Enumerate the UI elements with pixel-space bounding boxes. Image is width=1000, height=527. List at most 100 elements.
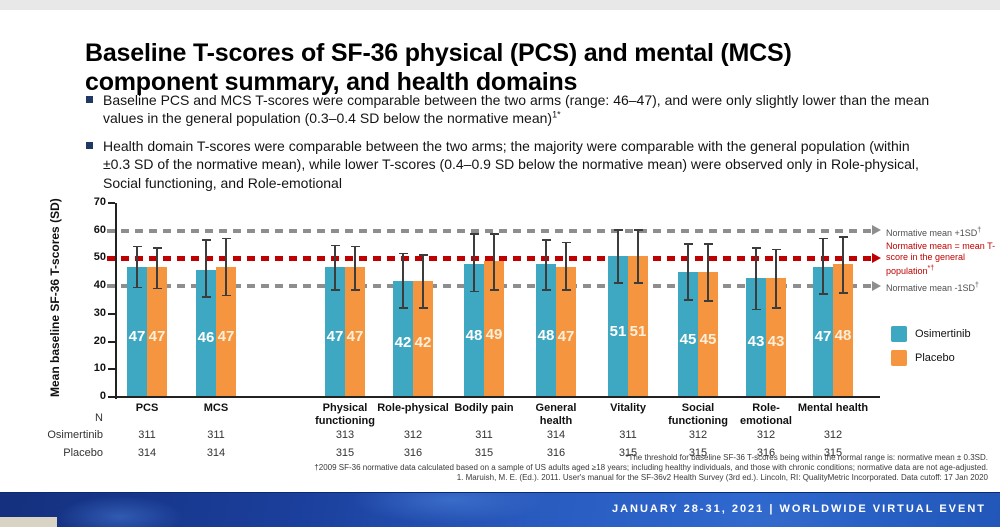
n-value: 316 [403,447,423,459]
n-value: 315 [335,447,355,459]
bar-value-label: 49 [485,325,503,343]
error-bar-cap [221,294,231,297]
error-bar-cap [838,292,848,294]
footnote-1: *The threshold for baseline SF-36 T-scor… [625,453,988,462]
error-bar-cap [398,252,408,255]
x-axis-label-general-health: General health [535,402,577,427]
bar-value-label: 51 [629,322,647,340]
legend-swatch-placebo [891,350,907,366]
error-bar-cap [469,233,479,235]
error-bar [354,245,356,291]
bar-value-label: 43 [747,333,765,351]
bar-value-label: 46 [197,329,215,347]
error-bar-cap [469,290,479,293]
y-tick-mark [108,368,115,371]
bar-value-label: 47 [128,328,146,346]
n-value: 314 [137,447,157,459]
error-bar-cap [132,245,142,248]
bar-value-label: 42 [394,334,412,352]
error-bar [617,229,619,284]
error-bar [493,233,495,291]
bar-value-label: 51 [609,322,627,340]
bar-osimertinib-vitality [608,255,628,397]
superscript: † [977,226,982,234]
error-bar-cap [703,243,713,245]
x-axis-line [113,396,880,398]
legend-swatch-osimertinib [891,326,907,342]
error-bar-cap [398,307,408,309]
n-value: 311 [207,429,225,441]
bullet-item-2: Health domain T-scores were comparable b… [86,137,934,192]
bar-osimertinib-social-functioning [678,272,698,397]
bar-value-label: 48 [537,326,555,344]
bar-placebo-mcs [216,266,236,397]
background-window-fragment [0,517,57,527]
bar-osimertinib-mcs [196,269,216,397]
error-bar-cap [541,239,551,241]
error-bar [402,252,404,309]
y-tick-label: 20 [93,334,106,347]
error-bar-cap [818,237,828,240]
error-bar [637,229,639,284]
bar-value-label: 43 [767,333,785,351]
error-bar [687,243,689,300]
y-tick-mark [108,396,115,398]
y-axis-line [115,203,117,399]
n-value: 312 [403,429,423,441]
banner-text: JANUARY 28-31, 2021 | WORLDWIDE VIRTUAL … [611,503,986,515]
n-value: 311 [475,429,493,441]
bullet-item-1: Baseline PCS and MCS T-scores were compa… [86,91,934,128]
y-tick-mark [108,202,115,204]
error-bar [225,237,227,296]
error-bar-cap [613,229,623,231]
bar-value-label: 47 [326,328,344,346]
bar-osimertinib-pcs [127,266,147,397]
error-bar [545,239,547,291]
x-axis-label-vitality: Vitality [610,402,646,414]
error-bar-cap [818,293,828,295]
error-bar-cap [132,286,142,289]
n-value: 314 [546,429,566,441]
y-tick-label: 60 [93,223,106,236]
error-bar-cap [683,299,693,301]
bar-placebo-social-functioning [698,272,718,397]
error-bar-cap [633,282,643,284]
error-bar-cap [330,289,340,291]
x-axis-label-bodily-pain: Bodily pain [454,402,514,414]
error-bar [822,237,824,295]
y-tick-label: 30 [93,306,106,319]
bar-value-label: 48 [834,326,852,344]
superscript: 1* [552,109,561,120]
error-bar [707,243,709,302]
bullet-square-icon [86,142,93,149]
y-tick-label: 50 [93,251,106,264]
bar-osimertinib-role-physical [393,280,413,397]
bar-value-label: 47 [557,328,575,346]
reference-label: Normative mean = mean T-score in the gen… [886,241,996,277]
y-axis-title: Mean baseline SF-36 T-scores (SD) [48,198,62,398]
n-value: 313 [335,429,355,441]
bar-placebo-role-emotional [766,277,786,397]
bar-value-label: 45 [679,330,697,348]
error-bar-cap [703,300,713,302]
n-value: 312 [823,429,843,441]
error-bar-cap [350,289,360,291]
error-bar-cap [201,296,211,298]
n-value: 312 [756,429,776,441]
n-row-label-osimertinib: Osimertinib [47,429,103,441]
x-axis-label-mcs: MCS [203,402,229,414]
n-row-label-placebo: Placebo [63,447,103,459]
x-axis-label-pcs: PCS [135,402,159,414]
bar-placebo-vitality [628,255,648,397]
error-bar-cap [418,254,428,256]
error-bar [422,254,424,309]
error-bar-cap [541,289,551,291]
bullet-square-icon [86,96,93,103]
error-bar-cap [152,287,162,290]
reference-label: Normative mean +1SD† [886,226,982,238]
error-bar [842,236,844,294]
bar-placebo-general-health [556,266,576,397]
bar-osimertinib-bodily-pain [464,263,484,397]
n-value: 314 [206,447,226,459]
